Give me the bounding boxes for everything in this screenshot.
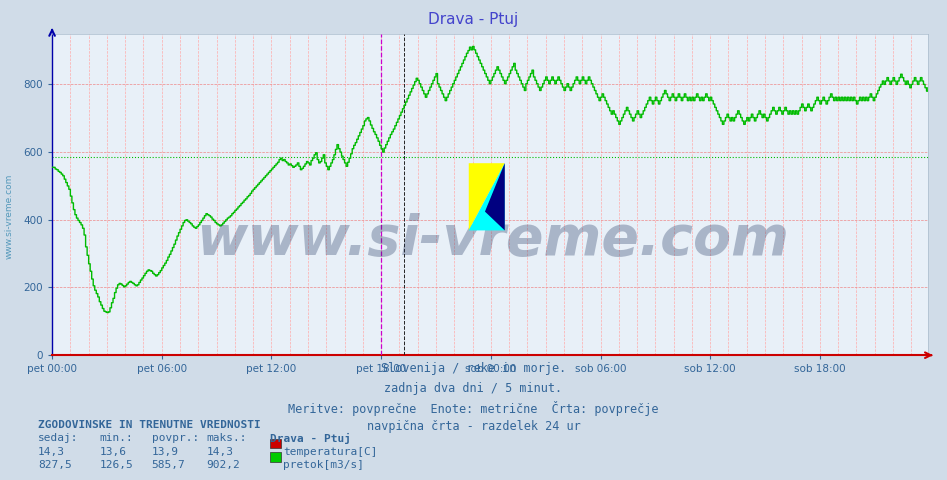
Text: www.si-vreme.com: www.si-vreme.com xyxy=(5,173,14,259)
Text: www.si-vreme.com: www.si-vreme.com xyxy=(196,213,789,267)
Text: 126,5: 126,5 xyxy=(99,460,134,470)
Text: 827,5: 827,5 xyxy=(38,460,72,470)
Text: ZGODOVINSKE IN TRENUTNE VREDNOSTI: ZGODOVINSKE IN TRENUTNE VREDNOSTI xyxy=(38,420,260,430)
Text: 14,3: 14,3 xyxy=(38,447,65,457)
Text: Drava - Ptuj: Drava - Ptuj xyxy=(270,433,351,444)
Text: zadnja dva dni / 5 minut.: zadnja dva dni / 5 minut. xyxy=(384,382,563,395)
Text: 585,7: 585,7 xyxy=(152,460,186,470)
Text: sedaj:: sedaj: xyxy=(38,433,79,444)
Text: pretok[m3/s]: pretok[m3/s] xyxy=(283,460,365,470)
Text: 902,2: 902,2 xyxy=(206,460,241,470)
Text: povpr.:: povpr.: xyxy=(152,433,199,444)
Text: navpična črta - razdelek 24 ur: navpična črta - razdelek 24 ur xyxy=(366,420,581,433)
Text: temperatura[C]: temperatura[C] xyxy=(283,447,378,457)
Text: 13,9: 13,9 xyxy=(152,447,179,457)
Text: 13,6: 13,6 xyxy=(99,447,127,457)
Text: Drava - Ptuj: Drava - Ptuj xyxy=(428,12,519,27)
Text: Meritve: povprečne  Enote: metrične  Črta: povprečje: Meritve: povprečne Enote: metrične Črta:… xyxy=(288,401,659,416)
Text: min.:: min.: xyxy=(99,433,134,444)
Text: maks.:: maks.: xyxy=(206,433,247,444)
Text: 14,3: 14,3 xyxy=(206,447,234,457)
Text: Slovenija / reke in morje.: Slovenija / reke in morje. xyxy=(381,362,566,375)
